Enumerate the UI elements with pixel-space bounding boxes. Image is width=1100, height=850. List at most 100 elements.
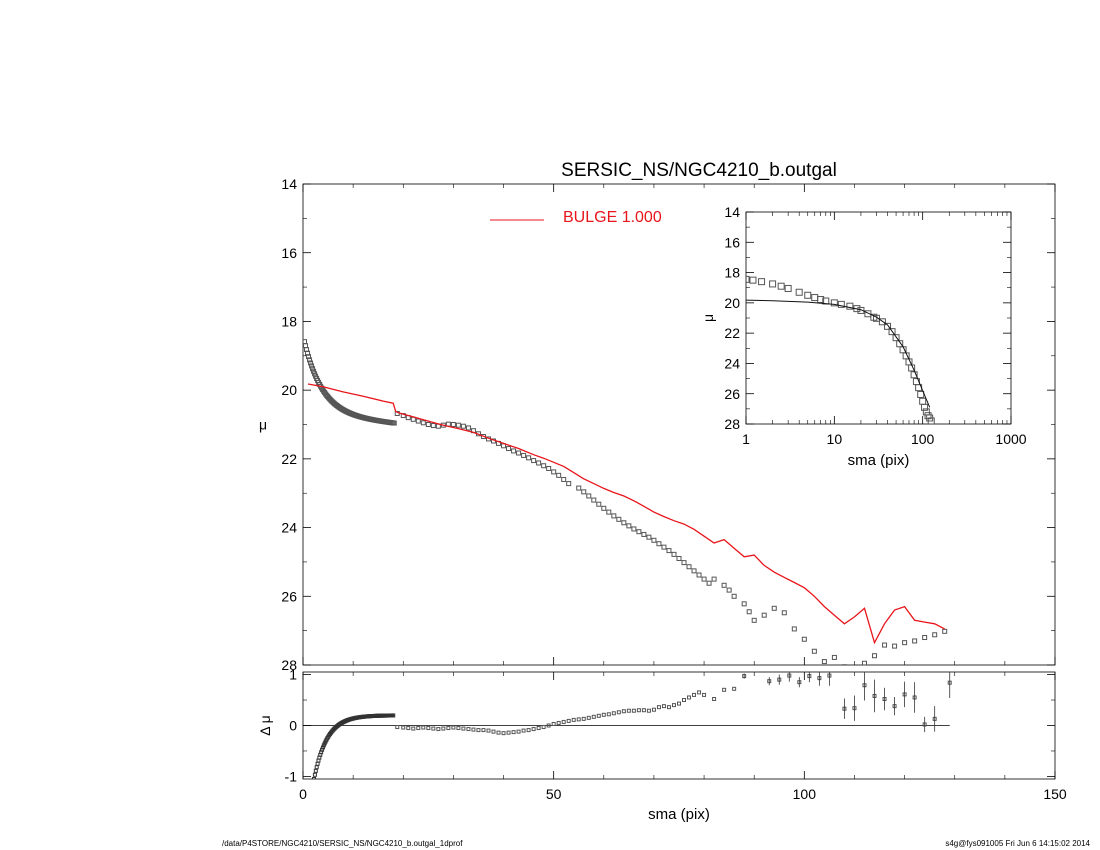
data-point [831, 654, 837, 660]
data-point [801, 636, 807, 642]
residual-point [461, 726, 466, 731]
data-point [841, 664, 847, 665]
x-tick-label: 10 [827, 431, 843, 447]
y-tick-label: 28 [281, 657, 297, 673]
residual-point [501, 731, 506, 736]
residual-point [661, 704, 666, 709]
residual-point [666, 705, 671, 710]
data-point [506, 446, 512, 452]
data-point [308, 360, 314, 366]
inset-y-axis-label: μ [700, 314, 716, 322]
data-point [536, 460, 542, 466]
data-point [872, 653, 878, 659]
inset-data-point [804, 291, 812, 299]
legend-label: BULGE 1.000 [563, 209, 662, 226]
data-point [671, 551, 677, 557]
x-tick-label: 1000 [995, 431, 1026, 447]
y-tick-label: 18 [281, 313, 297, 329]
x-tick-label: 0 [299, 786, 307, 802]
main-plot: 14 16 18 20 22 24 26 28 SERSIC_NS/NGC4210_b.outg… [259, 160, 1056, 673]
residual-point [416, 726, 421, 731]
data-point [591, 497, 597, 503]
data-point [581, 489, 587, 495]
residual-point [401, 725, 406, 730]
y-tick-label: 26 [724, 386, 740, 402]
residual-point [496, 730, 501, 735]
residual-point [320, 745, 325, 750]
data-point [882, 642, 888, 648]
y-tick-label: 1 [289, 667, 297, 683]
data-point [751, 617, 757, 623]
x-tick-label: 100 [911, 431, 935, 447]
inset-plot: 1 10 100 1000 14 16 18 20 22 24 26 28 sma (pix) μ [700, 204, 1027, 469]
residual-point [621, 709, 626, 714]
data-point [309, 363, 315, 369]
data-point [516, 450, 522, 456]
residual-point [486, 728, 491, 733]
residual-point [451, 725, 456, 730]
data-point [526, 455, 532, 461]
data-point [606, 509, 612, 515]
data-point [306, 354, 312, 360]
data-point [761, 612, 767, 618]
residual-point [576, 717, 581, 722]
data-point [741, 601, 747, 607]
data-point [391, 420, 397, 426]
bulge-model-line [307, 383, 945, 645]
data-point [861, 660, 867, 665]
inset-data-point [784, 284, 792, 292]
data-point [586, 493, 592, 499]
residual-point [446, 726, 451, 731]
data-point [460, 423, 466, 429]
residual-point [431, 726, 436, 731]
chart-title: SERSIC_NS/NGC4210_b.outgal [561, 160, 837, 181]
residual-point [521, 728, 526, 733]
data-point [932, 632, 938, 638]
y-tick-label: 18 [724, 265, 740, 281]
data-point [731, 593, 737, 599]
inset-data-point [884, 322, 892, 330]
data-point [942, 628, 948, 634]
data-point [656, 541, 662, 547]
data-point [781, 610, 787, 616]
data-point [465, 425, 471, 431]
residual-point [566, 718, 571, 723]
data-point [641, 531, 647, 537]
residual-point [406, 726, 411, 731]
inset-data-point [878, 318, 886, 326]
data-point [912, 638, 918, 644]
data-point [726, 587, 732, 593]
residual-point [411, 726, 416, 731]
data-point [415, 418, 421, 424]
y-tick-label: 22 [281, 451, 297, 467]
footer-stamp: s4g@fys091005 Fri Jun 6 14:15:02 2014 [945, 839, 1090, 848]
data-point [541, 463, 547, 469]
inset-data-point [769, 280, 777, 288]
y-tick-label: 20 [724, 295, 740, 311]
data-point [686, 564, 692, 570]
data-point [711, 576, 717, 582]
residual-point [591, 714, 596, 719]
residual-point [677, 701, 681, 706]
residual-point [314, 765, 319, 770]
residual-point [556, 720, 561, 725]
residual-point [641, 708, 646, 713]
data-point [521, 452, 527, 458]
data-point [511, 448, 517, 454]
data-points [303, 339, 948, 665]
data-point [546, 465, 552, 471]
residual-point [320, 747, 325, 752]
inset-data-point [857, 306, 865, 314]
residual-point [546, 723, 551, 728]
inset-x-axis-label: sma (pix) [848, 452, 910, 469]
data-point [661, 544, 667, 550]
data-point [556, 472, 562, 478]
data-point [706, 580, 712, 586]
inset-data-point [917, 390, 925, 398]
inset-data-point [888, 328, 896, 336]
residual-point [692, 692, 697, 697]
residual-point [636, 708, 641, 713]
residual-point [436, 727, 441, 732]
y-tick-label: 24 [281, 520, 297, 536]
data-point [676, 555, 682, 561]
